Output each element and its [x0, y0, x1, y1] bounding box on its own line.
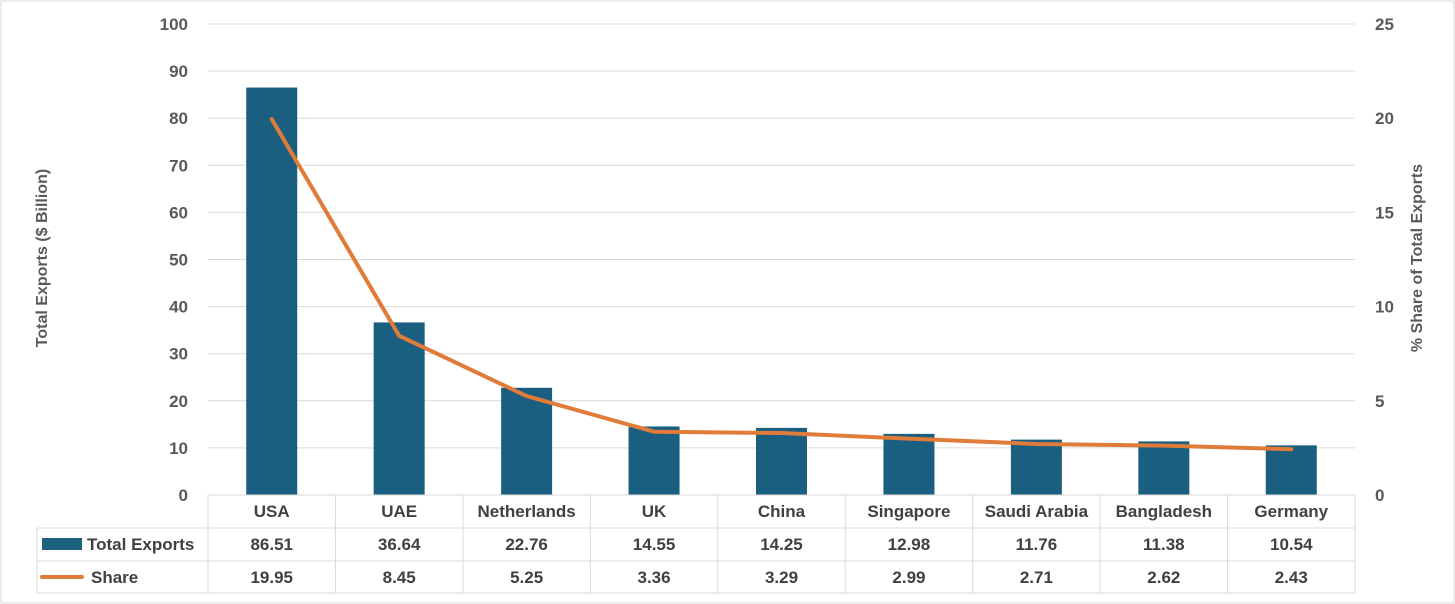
y2-tick-label: 20 — [1375, 109, 1394, 128]
bar-total-exports — [756, 427, 807, 495]
y-tick-label: 50 — [169, 251, 188, 270]
table-cell-total-exports: 11.76 — [1016, 535, 1058, 554]
y2-tick-label: 10 — [1375, 298, 1394, 317]
y-tick-label: 20 — [169, 392, 188, 411]
bar-total-exports — [628, 426, 680, 495]
y-tick-label: 40 — [169, 298, 188, 317]
table-cell-total-exports: 22.76 — [505, 535, 548, 554]
category-label: Singapore — [867, 502, 950, 521]
y2-tick-label: 25 — [1375, 15, 1394, 34]
bar-total-exports — [1138, 441, 1190, 495]
bar-series — [246, 87, 1317, 495]
table-cell-share: 2.99 — [892, 568, 925, 587]
y-tick-label: 60 — [169, 203, 188, 222]
table-cell-share: 8.45 — [383, 568, 416, 587]
legend-key-total-exports — [42, 538, 82, 550]
y2-tick-label: 5 — [1375, 392, 1384, 411]
y-tick-label: 100 — [160, 15, 188, 34]
table-cell-share: 5.25 — [510, 568, 543, 587]
y2-tick-label: 15 — [1375, 203, 1394, 222]
y-tick-label: 10 — [169, 439, 188, 458]
table-cell-total-exports: 36.64 — [378, 535, 421, 554]
bar-total-exports — [1010, 439, 1062, 495]
y-axis-title: Total Exports ($ Billion) — [34, 169, 51, 347]
bar-total-exports — [883, 433, 935, 495]
bar-total-exports — [501, 387, 553, 495]
y2-axis-title: % Share of Total Exports — [1409, 164, 1426, 352]
table-cell-total-exports: 14.55 — [633, 535, 676, 554]
table-cell-total-exports: 11.38 — [1143, 535, 1185, 554]
y-tick-label: 0 — [179, 486, 188, 505]
legend-label-total-exports: Total Exports — [87, 535, 194, 554]
y2-tick-label: 0 — [1375, 486, 1384, 505]
table-cell-share: 19.95 — [250, 568, 293, 587]
y-tick-label: 80 — [169, 109, 188, 128]
category-label: Bangladesh — [1116, 502, 1212, 521]
y-tick-label: 90 — [169, 62, 188, 81]
y-tick-label: 30 — [169, 345, 188, 364]
table-cell-total-exports: 86.51 — [250, 535, 293, 554]
category-label: Saudi Arabia — [985, 502, 1089, 521]
data-table: USA UAE Netherlands UK China Singapore Saudi A… — [36, 494, 1356, 594]
line-series — [269, 117, 1294, 452]
category-label: Germany — [1254, 502, 1328, 521]
category-label: USA — [254, 502, 290, 521]
category-label: UK — [642, 502, 667, 521]
table-cell-share: 3.29 — [765, 568, 798, 587]
category-label: Netherlands — [477, 502, 575, 521]
category-label: China — [758, 502, 806, 521]
table-cell-share: 2.71 — [1020, 568, 1053, 587]
table-cell-share: 2.43 — [1275, 568, 1308, 587]
bar-total-exports — [246, 87, 298, 495]
axis-ticks: 0 10 20 30 40 50 60 70 80 90 100 0 5 10 15 20 25 — [160, 15, 1394, 505]
table-cell-total-exports: 10.54 — [1270, 535, 1313, 554]
y-tick-label: 70 — [169, 156, 188, 175]
table-cell-share: 2.62 — [1147, 568, 1180, 587]
bar-total-exports — [1265, 445, 1317, 495]
table-cell-total-exports: 14.25 — [760, 535, 803, 554]
table-cell-share: 3.36 — [638, 568, 671, 587]
bar-total-exports — [373, 322, 425, 495]
legend-label-share: Share — [91, 568, 138, 587]
table-cell-total-exports: 12.98 — [888, 535, 931, 554]
category-label: UAE — [381, 502, 417, 521]
